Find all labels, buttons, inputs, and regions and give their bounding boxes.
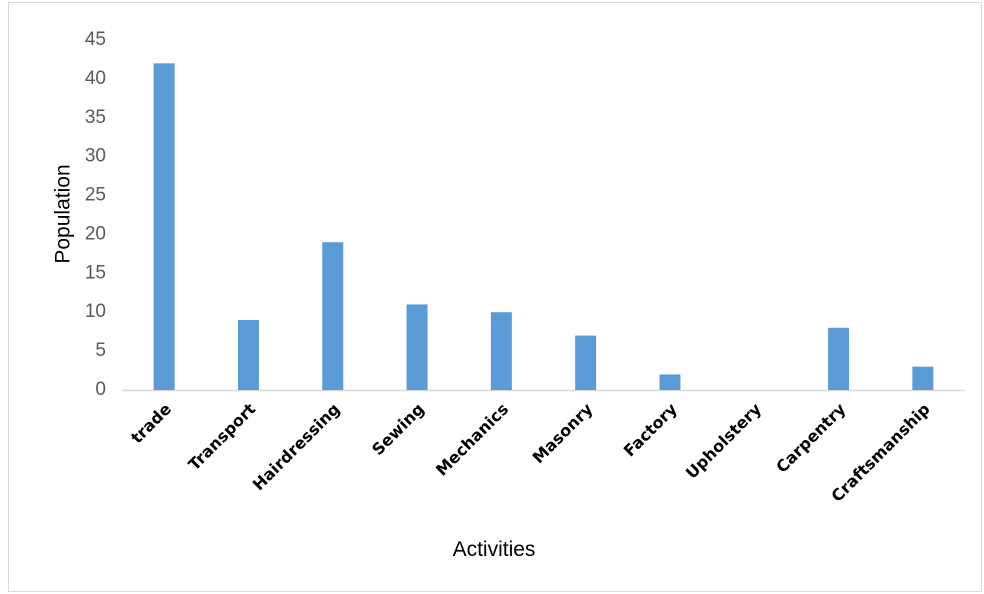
y-tick-label: 5 <box>95 340 106 361</box>
x-tick-label: Factory <box>620 399 681 460</box>
bar <box>659 374 681 390</box>
y-tick-label: 15 <box>85 262 106 283</box>
bar <box>153 63 175 390</box>
y-axis-title: Population <box>52 164 75 263</box>
x-axis-title: Activities <box>453 538 536 561</box>
y-tick-label: 0 <box>95 379 106 400</box>
y-tick-label: 40 <box>85 68 106 89</box>
x-tick-label: Upholstery <box>682 399 766 483</box>
y-tick-label: 45 <box>85 29 106 50</box>
y-tick-label: 25 <box>85 185 106 206</box>
y-tick-label: 35 <box>85 107 106 128</box>
x-tick-label: Transport <box>185 399 260 474</box>
x-tick-label: Sewing <box>368 399 428 459</box>
x-tick-label: trade <box>127 399 175 447</box>
x-tick-label: Carpentry <box>772 399 850 477</box>
x-tick-label: Hairdressing <box>249 399 344 494</box>
x-tick-label: Mechanics <box>432 399 512 479</box>
bar <box>490 312 512 390</box>
bar <box>828 327 850 390</box>
bar <box>322 242 344 390</box>
x-tick-label: Masonry <box>529 399 597 467</box>
y-axis-ticks: 0 5 10 15 20 25 30 35 40 45 <box>85 29 106 400</box>
y-tick-label: 30 <box>85 146 106 167</box>
bar <box>575 335 597 390</box>
y-tick-label: 10 <box>85 301 106 322</box>
bar <box>406 304 428 390</box>
bars <box>153 63 934 390</box>
y-tick-label: 20 <box>85 223 106 244</box>
bar <box>237 320 259 390</box>
bar <box>912 366 934 390</box>
